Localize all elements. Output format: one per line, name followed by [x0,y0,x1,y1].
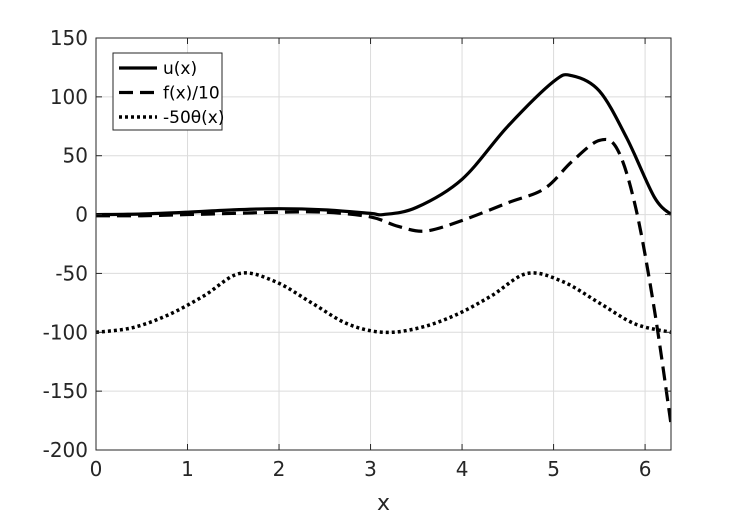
series-line-0 [96,73,671,217]
plot-frame [95,37,672,451]
series-line-1 [96,137,671,425]
legend-entry: -50θ(x) [163,108,225,128]
legend-entry: f(x)/10 [163,84,220,104]
x-tick-label: 6 [639,457,652,481]
legend-entry: u(x) [163,59,197,79]
x-axis-label: x [377,491,390,516]
y-tick-label: 150 [50,26,88,50]
legend: u(x) f(x)/10 -50θ(x) [112,52,225,131]
x-tick-label: 0 [90,457,103,481]
ticks: 0 1 2 3 4 5 6 -200 -150 -100 -50 0 50 100 150 [43,26,671,481]
y-tick-label: -100 [43,320,88,344]
y-tick-label: 50 [63,144,88,168]
y-tick-label: 0 [75,203,88,227]
y-tick-label: -200 [43,438,88,462]
x-tick-label: 5 [547,457,560,481]
y-tick-label: 100 [50,85,88,109]
series-layer [96,73,671,425]
y-tick-label: -150 [43,379,88,403]
x-tick-label: 3 [364,457,377,481]
x-tick-label: 4 [456,457,469,481]
x-tick-label: 2 [273,457,286,481]
x-tick-label: 1 [181,457,194,481]
y-tick-label: -50 [55,261,88,285]
series-line-2 [96,271,671,335]
